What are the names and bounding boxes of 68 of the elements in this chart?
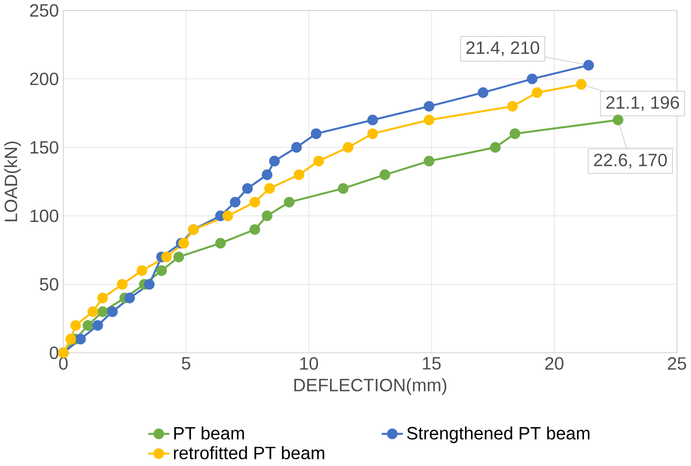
point — [92, 320, 104, 331]
y-axis-title: LOAD(kN) — [4, 142, 21, 222]
y-tick-label: 200 — [30, 72, 58, 86]
x-tick-label: 20 — [545, 357, 564, 370]
x-tick-label: 5 — [182, 357, 190, 370]
y-tick-label: 100 — [30, 210, 58, 222]
point — [338, 183, 348, 194]
point — [424, 114, 434, 126]
point — [583, 60, 594, 71]
point — [262, 169, 272, 180]
point — [424, 156, 434, 166]
point — [215, 238, 226, 249]
point — [178, 238, 189, 249]
point — [284, 196, 294, 208]
point — [510, 128, 520, 140]
point — [242, 183, 253, 194]
x-tick-label: 15 — [422, 357, 441, 370]
point — [342, 142, 354, 153]
point — [222, 210, 234, 222]
y-tick-label: 50 — [40, 278, 58, 291]
point — [424, 101, 434, 112]
point — [97, 306, 108, 318]
point — [70, 320, 81, 331]
point — [262, 210, 272, 222]
point — [161, 252, 172, 262]
point — [294, 169, 304, 180]
point — [75, 334, 86, 344]
point — [249, 196, 260, 208]
point — [230, 196, 240, 208]
point — [367, 128, 378, 140]
annotation: 21.1, 196 — [606, 96, 679, 111]
point — [507, 101, 518, 112]
point — [173, 252, 184, 262]
legend-label: PT beam — [174, 426, 244, 440]
y-tick-label: 0 — [50, 346, 58, 360]
x-tick-label: 25 — [668, 357, 686, 370]
point — [82, 320, 94, 331]
point — [291, 142, 302, 153]
point — [478, 87, 488, 98]
point — [313, 156, 324, 166]
point — [107, 306, 118, 318]
point — [367, 114, 378, 126]
point — [269, 156, 280, 166]
point — [136, 265, 148, 276]
point — [156, 265, 167, 276]
point — [116, 279, 128, 290]
point — [310, 128, 322, 140]
y-tick-label: 250 — [30, 4, 58, 17]
point — [264, 183, 275, 194]
legend-label: Strengthened PT beam — [407, 426, 590, 444]
point — [490, 142, 501, 153]
point — [97, 292, 108, 304]
point — [612, 114, 624, 126]
point — [65, 334, 76, 344]
point — [124, 292, 135, 304]
annotation: 22.6, 170 — [594, 154, 667, 168]
point — [526, 74, 538, 84]
point — [249, 224, 260, 235]
x-axis-title: DEFLECTION(mm) — [294, 378, 446, 395]
legend-label: retrofitted PT beam — [174, 446, 324, 460]
point — [144, 279, 155, 290]
point — [87, 306, 98, 318]
x-tick-label: 10 — [300, 357, 318, 370]
point — [380, 169, 390, 180]
point — [532, 87, 542, 98]
point — [576, 79, 587, 90]
annotation: 21.4, 210 — [466, 41, 540, 56]
y-tick-label: 150 — [30, 141, 58, 154]
